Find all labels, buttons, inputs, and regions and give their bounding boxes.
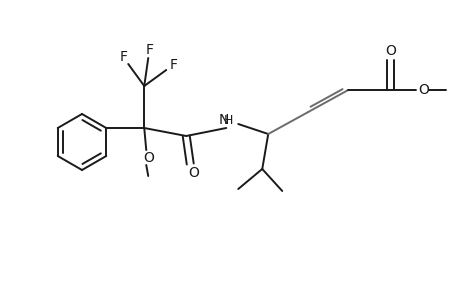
Text: O: O [142, 151, 153, 165]
Text: O: O [187, 166, 198, 180]
Text: F: F [119, 50, 127, 64]
Text: O: O [384, 44, 395, 58]
Text: F: F [169, 58, 177, 72]
Text: H: H [223, 113, 232, 127]
Text: N: N [218, 113, 229, 127]
Text: F: F [145, 43, 153, 57]
Text: O: O [417, 83, 428, 97]
